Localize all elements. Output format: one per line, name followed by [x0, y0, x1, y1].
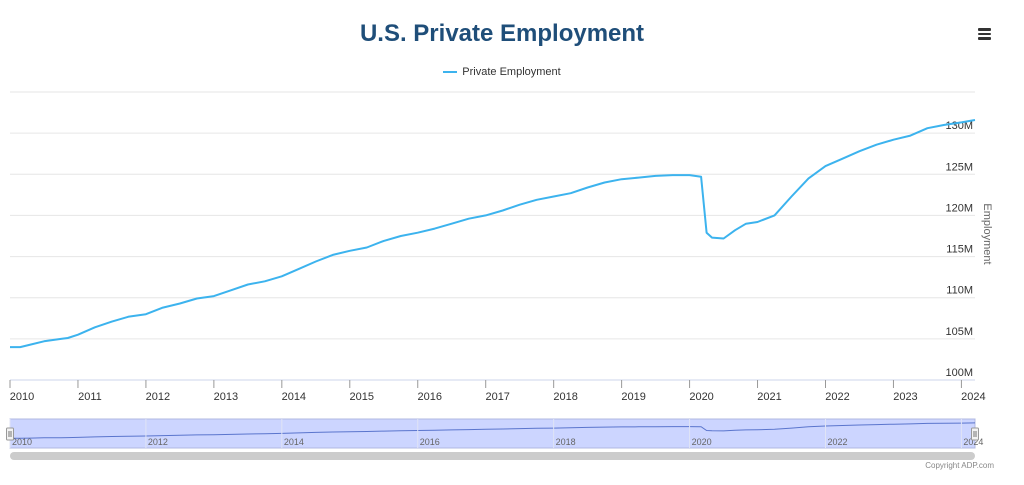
navigator-label: 2012	[148, 437, 168, 447]
navigator-label: 2024	[963, 437, 983, 447]
x-tick-label: 2021	[757, 391, 781, 403]
x-tick-label: 2022	[825, 391, 849, 403]
x-tick-label: 2016	[418, 391, 442, 403]
navigator-series-line	[10, 422, 976, 439]
legend-item[interactable]: Private Employment	[0, 66, 1004, 78]
legend-label: Private Employment	[462, 66, 561, 78]
x-tick-label: 2014	[282, 391, 306, 403]
x-tick-label: 2019	[621, 391, 645, 403]
y-tick-label: 105M	[945, 326, 973, 338]
y-tick-label: 120M	[945, 202, 973, 214]
x-tick-label: 2018	[553, 391, 577, 403]
x-tick-label: 2011	[78, 391, 102, 403]
navigator-handle-left[interactable]	[6, 427, 14, 441]
x-tick-label: 2015	[350, 391, 374, 403]
y-tick-label: 110M	[946, 285, 973, 297]
navigator-handle-right[interactable]	[971, 427, 979, 441]
x-tick-label: 2012	[146, 391, 170, 403]
navigator-label: 2020	[692, 437, 712, 447]
y-tick-label: 115M	[946, 244, 973, 256]
navigator-label: 2016	[420, 437, 440, 447]
x-tick-label: 2020	[689, 391, 713, 403]
navigator-label: 2014	[284, 437, 304, 447]
copyright-text: Copyright ADP.com	[925, 461, 994, 470]
x-tick-label: 2013	[214, 391, 238, 403]
y-tick-label: 100M	[945, 367, 973, 379]
series-line-private-employment[interactable]	[10, 119, 976, 349]
x-tick-label: 2017	[485, 391, 509, 403]
navigator-label: 2010	[12, 437, 32, 447]
hamburger-menu-icon[interactable]	[974, 26, 994, 44]
scrollbar-thumb[interactable]	[10, 452, 975, 460]
chart-title: U.S. Private Employment	[359, 20, 645, 47]
legend-line-swatch	[443, 71, 458, 74]
navigator-label: 2018	[556, 437, 576, 447]
x-tick-label: 2010	[10, 391, 34, 403]
navigator-label: 2022	[827, 437, 847, 447]
x-tick-label: 2024	[961, 391, 985, 403]
y-tick-label: 125M	[945, 161, 973, 173]
x-tick-label: 2023	[893, 391, 917, 403]
